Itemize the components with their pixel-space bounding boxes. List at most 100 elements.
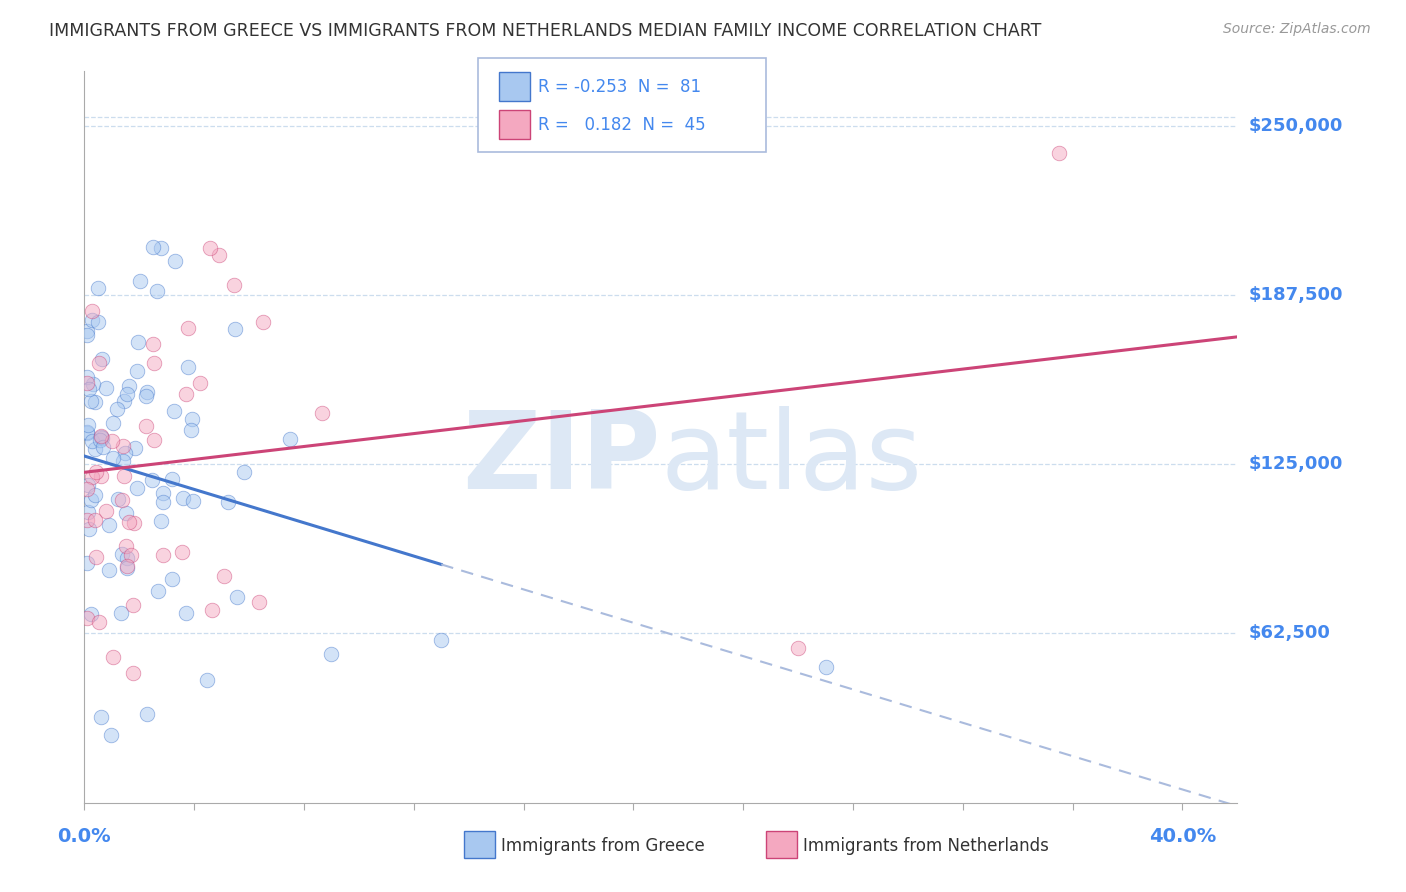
Point bbox=[76, 513, 98, 527]
Point bbox=[83, 442, 105, 456]
Point bbox=[217, 494, 239, 508]
Point bbox=[152, 548, 174, 562]
Point bbox=[121, 598, 143, 612]
Point bbox=[110, 606, 132, 620]
Point bbox=[172, 491, 194, 505]
Point bbox=[152, 486, 174, 500]
Point bbox=[141, 473, 163, 487]
Point bbox=[162, 572, 184, 586]
Point bbox=[198, 241, 221, 255]
Point bbox=[112, 454, 135, 468]
Point bbox=[114, 539, 136, 553]
Point bbox=[127, 334, 149, 349]
Point bbox=[89, 615, 111, 630]
Point bbox=[122, 666, 145, 681]
Point bbox=[87, 281, 110, 295]
Point bbox=[84, 465, 107, 479]
Point bbox=[111, 493, 134, 508]
Point bbox=[135, 418, 157, 433]
Point bbox=[321, 647, 343, 661]
Point bbox=[278, 432, 301, 446]
Point bbox=[103, 451, 125, 466]
Point bbox=[142, 240, 165, 254]
Point bbox=[84, 395, 107, 409]
Point bbox=[115, 551, 138, 566]
Point bbox=[83, 513, 105, 527]
Point bbox=[76, 370, 98, 384]
Point bbox=[96, 381, 118, 395]
Point bbox=[77, 382, 100, 396]
Point bbox=[82, 470, 104, 484]
Point bbox=[163, 404, 186, 418]
Point bbox=[181, 411, 204, 425]
Point bbox=[112, 394, 135, 409]
Point bbox=[142, 356, 165, 370]
Point bbox=[152, 494, 174, 508]
Point bbox=[115, 561, 138, 575]
Point bbox=[143, 433, 166, 447]
Point bbox=[127, 481, 149, 495]
Point bbox=[76, 328, 98, 343]
Point bbox=[90, 430, 112, 444]
Point bbox=[122, 516, 145, 530]
Point bbox=[124, 441, 146, 455]
Text: IMMIGRANTS FROM GREECE VS IMMIGRANTS FROM NETHERLANDS MEDIAN FAMILY INCOME CORRE: IMMIGRANTS FROM GREECE VS IMMIGRANTS FRO… bbox=[49, 22, 1042, 40]
Point bbox=[814, 660, 837, 674]
Point bbox=[214, 568, 236, 582]
Point bbox=[135, 706, 157, 721]
Point bbox=[89, 433, 111, 447]
Point bbox=[76, 417, 98, 432]
Point bbox=[115, 558, 138, 573]
Text: $250,000: $250,000 bbox=[1249, 117, 1343, 135]
Point bbox=[76, 376, 98, 390]
Point bbox=[311, 406, 333, 420]
Point bbox=[430, 633, 453, 648]
Point bbox=[117, 387, 139, 401]
Text: R = -0.253  N =  81: R = -0.253 N = 81 bbox=[538, 78, 702, 96]
Point bbox=[201, 603, 224, 617]
Point bbox=[181, 494, 204, 508]
Point bbox=[76, 505, 98, 519]
Point bbox=[163, 254, 186, 268]
Point bbox=[225, 590, 247, 604]
Point bbox=[148, 583, 170, 598]
Point bbox=[224, 322, 246, 336]
Point bbox=[101, 434, 124, 449]
Point bbox=[90, 709, 112, 723]
Point bbox=[247, 595, 270, 609]
Point bbox=[170, 545, 193, 559]
Point bbox=[101, 416, 124, 430]
Point bbox=[188, 376, 211, 391]
Point bbox=[77, 522, 100, 536]
Point bbox=[149, 241, 172, 255]
Point bbox=[76, 478, 98, 492]
Point bbox=[160, 472, 183, 486]
Text: Immigrants from Netherlands: Immigrants from Netherlands bbox=[803, 837, 1049, 855]
Point bbox=[86, 315, 108, 329]
Point bbox=[1047, 145, 1070, 160]
Point bbox=[118, 379, 141, 393]
Point bbox=[82, 304, 104, 318]
Point bbox=[80, 313, 103, 327]
Point bbox=[176, 387, 198, 401]
Point bbox=[84, 550, 107, 565]
Point bbox=[97, 563, 120, 577]
Point bbox=[120, 548, 142, 562]
Point bbox=[118, 515, 141, 529]
Point bbox=[98, 518, 121, 533]
Point bbox=[142, 336, 165, 351]
Point bbox=[174, 606, 197, 620]
Point bbox=[111, 438, 134, 452]
Point bbox=[125, 364, 148, 378]
Point bbox=[129, 273, 152, 287]
Text: $62,500: $62,500 bbox=[1249, 624, 1330, 642]
Text: 40.0%: 40.0% bbox=[1149, 827, 1216, 846]
Point bbox=[91, 440, 114, 454]
Point bbox=[82, 377, 104, 392]
Point bbox=[76, 483, 98, 497]
Point bbox=[76, 426, 98, 441]
Point bbox=[177, 359, 200, 374]
Point bbox=[107, 492, 129, 507]
Point bbox=[90, 429, 112, 443]
Point bbox=[76, 425, 98, 439]
